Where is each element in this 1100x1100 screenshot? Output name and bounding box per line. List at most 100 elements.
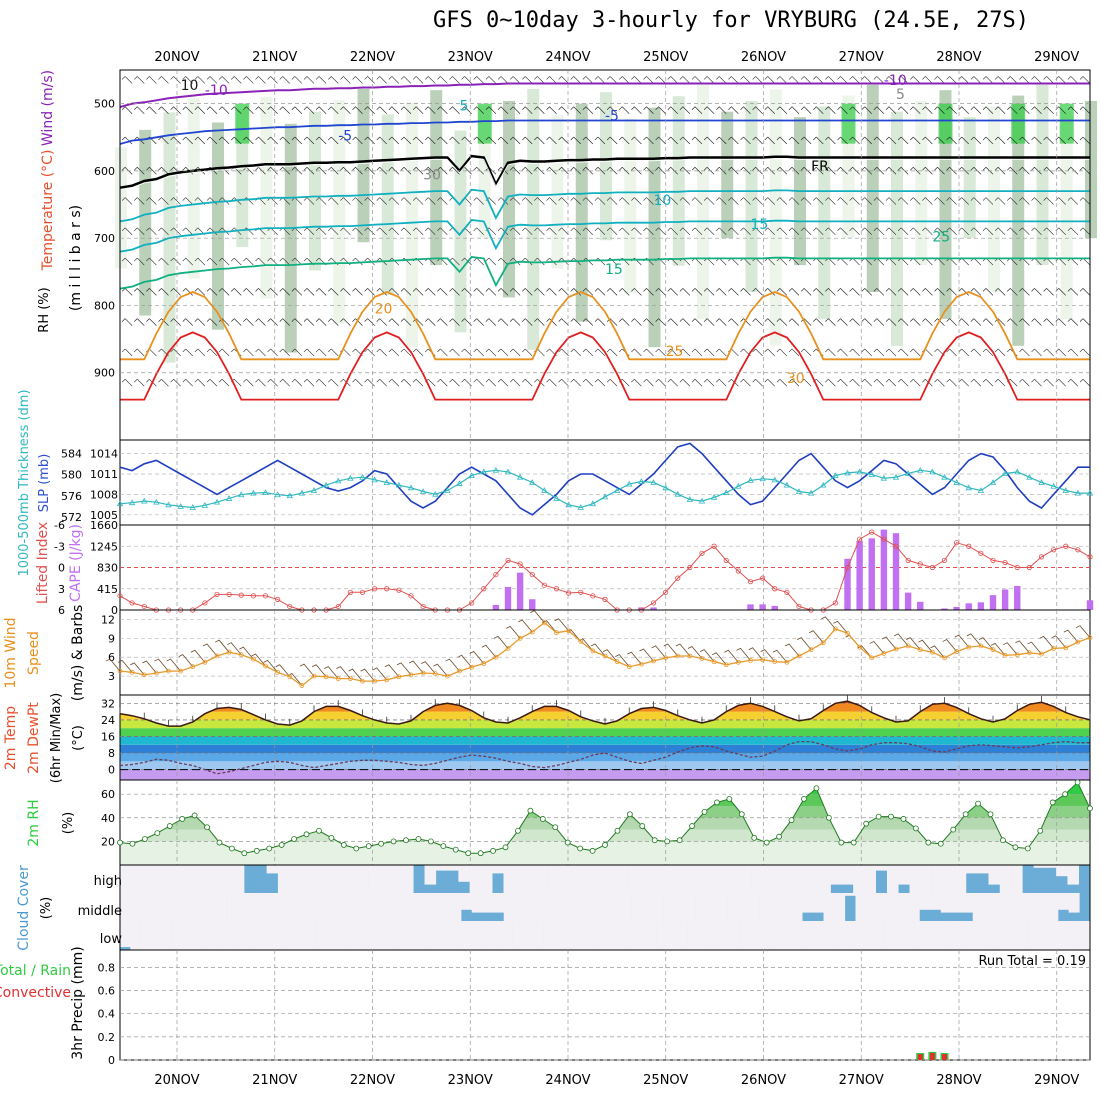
wind-barb — [121, 197, 133, 205]
wind-barb — [449, 318, 460, 326]
wind-barb — [873, 227, 885, 236]
wind-barb — [849, 76, 860, 84]
wind-barb — [910, 378, 921, 387]
ylabel-2m-temp: 2m Temp — [3, 706, 19, 770]
wind-barb — [243, 288, 254, 296]
wind-barb — [121, 318, 133, 326]
rh-shade-block — [624, 118, 637, 294]
cloud-clear-cell — [738, 893, 750, 921]
cloud-clear-cell — [997, 921, 1008, 950]
wind-barb — [849, 197, 860, 205]
cloud-clear-cell — [1048, 921, 1060, 950]
cloud-clear-cell — [951, 893, 963, 913]
li-marker — [347, 589, 353, 595]
thickness-marker — [128, 499, 136, 506]
cloud-clear-cell — [780, 893, 792, 921]
wind-barb-10m — [590, 643, 606, 657]
wind-barb — [813, 318, 824, 326]
wind-barb — [679, 227, 691, 236]
wind-barb — [352, 76, 363, 84]
cloud-clear-cell — [301, 893, 313, 921]
date-label-bottom: 23NOV — [448, 1073, 493, 1088]
li-tick-label: 3 — [58, 583, 65, 596]
wind-barb — [315, 318, 327, 326]
rh-marker — [365, 843, 372, 850]
isotherm-15 — [119, 256, 1090, 290]
precip-bar-convective — [942, 1054, 947, 1060]
wind-barb — [340, 318, 351, 326]
wind-barb — [776, 378, 788, 387]
wind-barb — [837, 227, 848, 236]
wind-barb — [752, 76, 763, 84]
wind-barb — [340, 197, 351, 205]
cloud-clear-cell — [728, 921, 740, 950]
cloud-clear-cell — [830, 865, 843, 885]
wind-barb — [255, 257, 266, 266]
temp-tick-label: 24 — [101, 714, 115, 727]
li-marker — [541, 582, 547, 588]
thickness-tick-label: 580 — [61, 469, 82, 482]
date-label-bottom: 24NOV — [545, 1073, 590, 1088]
date-label-top: 24NOV — [545, 50, 590, 65]
wind-barb — [134, 257, 145, 266]
wind-barb — [740, 227, 751, 236]
wind-barb — [1007, 167, 1018, 175]
date-label-bottom: 27NOV — [839, 1073, 884, 1088]
cloud-clear-cell — [605, 921, 616, 950]
wind-barb — [182, 227, 193, 236]
thickness-marker — [286, 492, 293, 499]
wind-barb — [1031, 288, 1042, 296]
ylabel-convective: Convective — [0, 985, 71, 1001]
wind-barb — [158, 227, 169, 236]
thickness-marker — [589, 500, 597, 507]
precip-tick-label: 0.6 — [98, 985, 116, 998]
wind-barb — [582, 106, 594, 114]
wind-barb-10m — [1003, 642, 1018, 655]
wind-marker — [287, 674, 293, 680]
cloud-clear-cell — [935, 921, 946, 950]
wind-barb — [800, 378, 812, 387]
wind-barb — [958, 76, 969, 84]
wind-barb — [522, 318, 533, 326]
wind-barb-10m — [445, 658, 460, 672]
wind-barb — [1019, 288, 1030, 296]
wind-barb — [231, 136, 242, 145]
wind-barb — [364, 227, 375, 236]
thickness-marker — [1086, 489, 1094, 496]
wind-marker — [372, 678, 378, 684]
wind-barb — [885, 106, 897, 114]
rh-high-patch — [1059, 103, 1074, 144]
wind-barb — [570, 76, 581, 84]
wind-marker — [202, 659, 208, 665]
wind-barb — [303, 106, 315, 114]
thickness-marker — [577, 504, 584, 510]
temp-tick-label: 32 — [101, 697, 115, 710]
cape-bar — [856, 540, 863, 610]
wind-barb — [606, 378, 618, 387]
thickness-marker — [686, 496, 694, 502]
wind-barb — [861, 106, 872, 114]
wind-barb — [837, 106, 848, 114]
wind-barb — [558, 136, 569, 145]
wind-barb — [910, 348, 921, 357]
cloud-clear-cell — [791, 893, 803, 921]
wind-barb — [800, 106, 812, 114]
wind-barb — [158, 318, 169, 326]
wind-barb — [388, 227, 400, 236]
cloud-clear-cell — [887, 893, 899, 921]
thickness-marker — [213, 498, 221, 505]
wind-barb — [218, 257, 230, 266]
wind-marker — [566, 628, 572, 634]
wind-barb — [922, 288, 933, 296]
temp-color-band — [120, 753, 1090, 762]
wind-barb — [1055, 167, 1066, 175]
thickness-marker — [1001, 470, 1009, 476]
wind-barb — [546, 227, 557, 236]
wind-barb — [788, 76, 800, 84]
wind-barb — [788, 318, 800, 326]
wind-barb — [388, 106, 400, 114]
wind-barb — [388, 136, 400, 145]
wind-barb — [752, 378, 763, 387]
wind-marker — [796, 653, 802, 659]
wind-barb — [606, 197, 618, 205]
